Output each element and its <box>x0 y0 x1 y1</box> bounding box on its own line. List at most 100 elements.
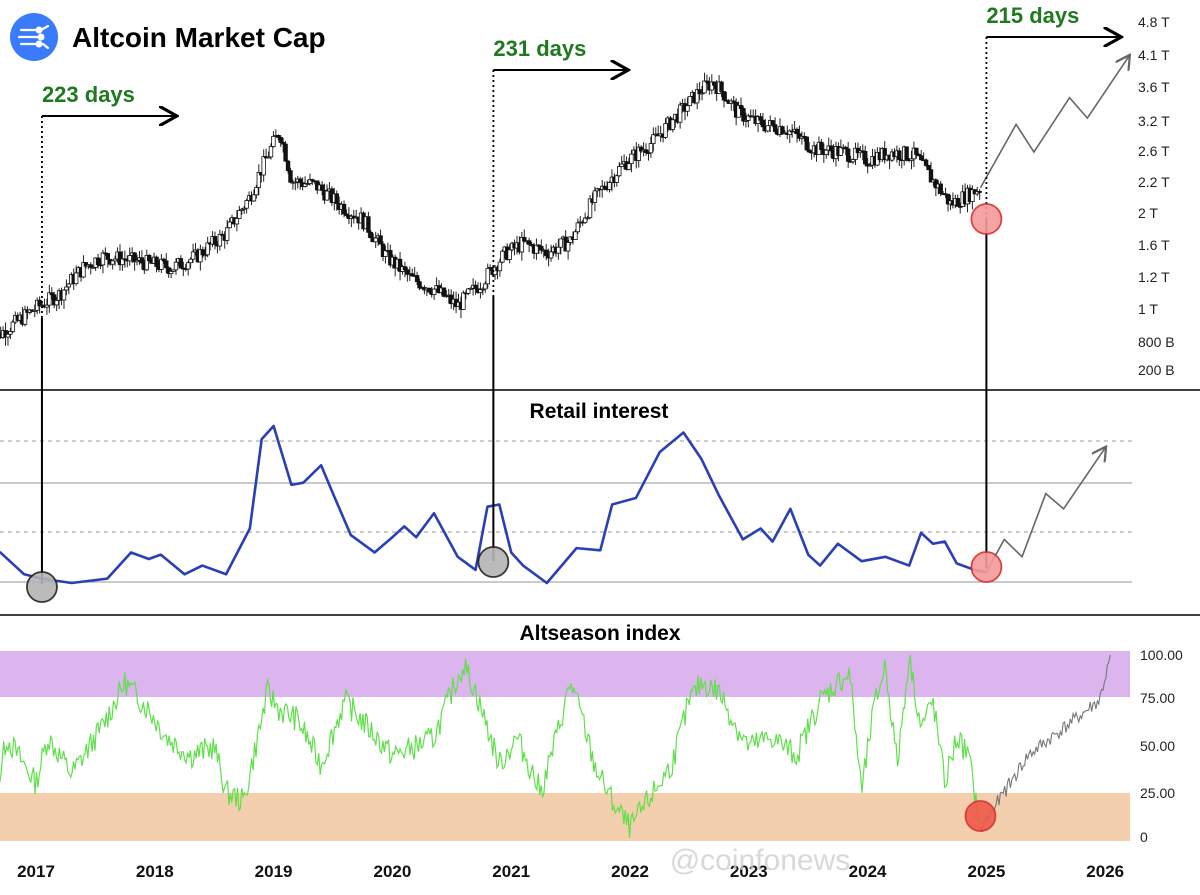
candle <box>746 113 751 128</box>
candle <box>168 267 174 279</box>
candle <box>283 141 288 162</box>
candle <box>271 131 276 148</box>
candle <box>780 125 785 135</box>
x-tick-label: 2023 <box>730 862 768 881</box>
y-tick-label: 2.6 T <box>1138 143 1170 159</box>
candle <box>468 287 473 290</box>
candle <box>188 257 193 269</box>
y-tick-label: 1.2 T <box>1138 269 1170 285</box>
candle <box>100 249 106 274</box>
candle <box>636 143 641 168</box>
candle <box>122 250 128 268</box>
candle <box>670 119 676 133</box>
candle <box>112 255 118 266</box>
x-tick-label: 2025 <box>967 862 1005 881</box>
candle <box>44 298 50 315</box>
candle <box>719 80 724 97</box>
candle <box>373 231 378 248</box>
candle <box>66 282 72 295</box>
retail-interest-title: Retail interest <box>530 400 669 423</box>
network-lines-icon-strokes <box>17 24 50 50</box>
header: Altcoin Market Cap <box>10 13 326 61</box>
candle <box>838 139 844 157</box>
cycle-marker <box>964 800 997 832</box>
candle <box>134 254 140 266</box>
y-tick-label: 3.6 T <box>1138 79 1170 95</box>
candle <box>919 149 924 161</box>
candle <box>507 244 512 264</box>
duration-label: 231 days <box>493 36 586 61</box>
y-tick-label: 800 B <box>1138 334 1175 350</box>
candle <box>414 271 420 286</box>
candle <box>310 178 315 185</box>
candle <box>171 269 176 272</box>
x-tick-label: 2021 <box>492 862 530 881</box>
candle <box>585 215 590 221</box>
candle <box>234 210 240 232</box>
candle <box>302 176 308 188</box>
candle <box>824 149 829 159</box>
candle <box>178 255 184 269</box>
candle <box>626 157 632 171</box>
candle <box>402 261 408 278</box>
candle <box>147 253 152 263</box>
y-tick-label: 4.1 T <box>1138 47 1170 63</box>
candle <box>427 287 432 294</box>
candle <box>132 252 137 271</box>
altseason-y-tick: 75.00 <box>1140 690 1175 706</box>
candle <box>10 319 16 333</box>
candle <box>217 229 223 251</box>
cycle-marker <box>26 571 58 603</box>
candle <box>81 255 86 279</box>
candle <box>241 206 247 214</box>
candle <box>694 83 700 110</box>
altseason-y-tick: 0 <box>1140 829 1148 845</box>
candle <box>105 252 111 268</box>
candle <box>298 176 303 190</box>
candle <box>205 236 210 258</box>
candle <box>268 143 274 160</box>
candle <box>556 239 561 260</box>
candle <box>955 194 960 207</box>
candle <box>64 279 69 296</box>
candle <box>522 229 527 243</box>
candle <box>466 288 471 296</box>
candle <box>807 142 812 154</box>
candle <box>190 243 196 263</box>
altseason-y-tick: 100.00 <box>1140 647 1183 663</box>
candle <box>853 142 858 166</box>
projection-path <box>979 56 1128 189</box>
candle <box>227 218 232 229</box>
candle <box>687 95 693 107</box>
candle <box>731 96 736 112</box>
candle <box>431 288 437 300</box>
candle <box>22 305 28 327</box>
candle <box>765 125 771 133</box>
x-tick-label: 2020 <box>373 862 411 881</box>
candle <box>677 101 683 129</box>
candle <box>850 158 856 165</box>
candle <box>88 262 93 275</box>
candle <box>288 167 293 184</box>
candle <box>276 134 281 141</box>
candle <box>383 245 388 264</box>
candle <box>200 246 205 258</box>
cycle-marker <box>970 551 1003 583</box>
candle <box>91 265 96 269</box>
candle <box>582 212 588 224</box>
candle <box>144 249 149 272</box>
candle <box>346 207 352 225</box>
candle <box>914 147 919 159</box>
y-tick-label: 2.2 T <box>1138 174 1170 190</box>
candle <box>651 127 656 152</box>
candle <box>845 141 851 168</box>
candle <box>543 244 549 261</box>
candle <box>185 260 191 276</box>
candle <box>61 289 67 309</box>
candle <box>843 145 848 156</box>
candle <box>772 117 778 134</box>
candle <box>819 139 824 155</box>
candle <box>558 238 563 255</box>
candle <box>904 146 909 162</box>
candle <box>500 249 505 264</box>
